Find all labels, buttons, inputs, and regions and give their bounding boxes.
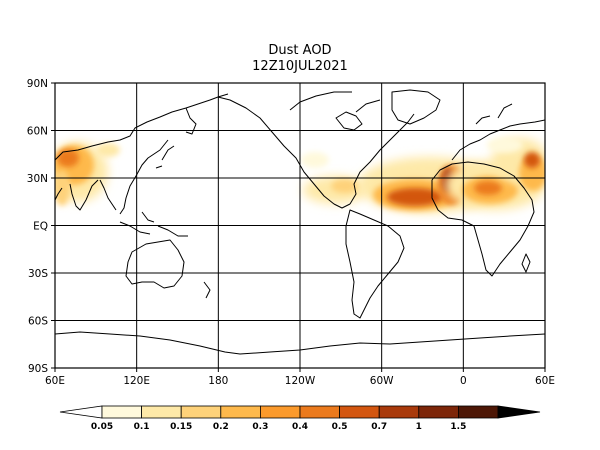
colorbar-label: 0.05 — [91, 422, 113, 432]
dust-plume-sahara — [474, 181, 502, 195]
coastline-japan — [155, 145, 175, 169]
dust-plume-caribbean — [301, 152, 329, 168]
colorbar-label: 0.2 — [213, 422, 229, 432]
colorbar-label: 0.5 — [332, 422, 348, 432]
coastline-south-america — [345, 209, 405, 319]
colorbar-label: 0.15 — [170, 422, 192, 432]
coastline-europe — [451, 103, 545, 161]
colorbar-swatch — [299, 405, 340, 419]
lon-tick-label: 120W — [285, 375, 316, 387]
colorbar-label: 0.1 — [134, 422, 150, 432]
colorbar-label: 0.4 — [292, 422, 308, 432]
coastline-indonesia — [119, 211, 188, 237]
colorbar-swatch — [101, 405, 142, 419]
coastline-madagascar — [521, 253, 531, 273]
colorbar-swatch — [220, 405, 261, 419]
dust-plume-central-asia — [55, 170, 70, 206]
colorbar-swatch — [180, 405, 222, 419]
coastline-kamchatka — [185, 107, 197, 135]
colorbar-under-triangle — [59, 405, 103, 419]
lat-tick-label: 60N — [27, 126, 48, 138]
map-title: Dust AOD — [268, 43, 332, 58]
colorbar-swatch — [259, 405, 301, 419]
lat-tick-label: EQ — [33, 221, 48, 233]
dust-plume-caribbean — [331, 179, 359, 193]
dust-plume-central-asia — [96, 143, 120, 157]
coastline-australia — [125, 239, 185, 289]
latitude-labels: 90N 60N 30N EQ 30S 60S 90S — [27, 78, 55, 375]
colorbar-swatch — [339, 405, 380, 419]
dust-plume-atlantic — [387, 188, 443, 206]
colorbar-over-triangle — [497, 405, 541, 419]
lat-lon-gridlines — [55, 83, 545, 368]
colorbar-label: 1 — [416, 422, 422, 432]
dust-plume-central-asia — [57, 149, 79, 167]
colorbar-label: 1.5 — [450, 422, 466, 432]
coastline-antarctica — [55, 331, 545, 355]
lat-tick-label: 90S — [28, 363, 48, 375]
colorbar-swatch — [457, 405, 499, 419]
coastline-north-america — [217, 91, 415, 209]
colorbar: 0.05 0.1 0.15 0.2 0.3 0.4 0.5 0.7 1 1.5 — [59, 405, 541, 432]
lat-tick-label: 90N — [27, 78, 48, 90]
colorbar-swatch — [141, 405, 182, 419]
dust-plume-middle-east — [487, 137, 523, 153]
coastline-africa — [431, 161, 535, 277]
coastline-asia — [55, 93, 229, 215]
longitude-labels: 60E 120E 180 120W 60W 0 60E — [45, 368, 555, 387]
lon-tick-label: 120E — [123, 375, 150, 387]
dust-aod-shading — [55, 137, 545, 213]
colorbar-swatch — [418, 405, 459, 419]
coastlines — [55, 89, 545, 355]
coastline-new-zealand — [203, 281, 211, 299]
lon-tick-label: 60E — [535, 375, 555, 387]
lon-tick-label: 180 — [208, 375, 228, 387]
lat-tick-label: 30N — [27, 173, 48, 185]
lon-tick-label: 60E — [45, 375, 65, 387]
colorbar-swatch — [378, 405, 420, 419]
dust-plume-middle-east — [524, 152, 540, 168]
lat-tick-label: 30S — [28, 268, 48, 280]
map-subtitle: 12Z10JUL2021 — [252, 59, 348, 74]
lon-tick-label: 0 — [460, 375, 467, 387]
lat-tick-label: 60S — [28, 316, 48, 328]
coastline-greenland — [391, 89, 441, 125]
lon-tick-label: 60W — [370, 375, 394, 387]
coastline-hudson-bay — [335, 111, 363, 131]
colorbar-label: 0.3 — [252, 422, 268, 432]
colorbar-label: 0.7 — [371, 422, 387, 432]
